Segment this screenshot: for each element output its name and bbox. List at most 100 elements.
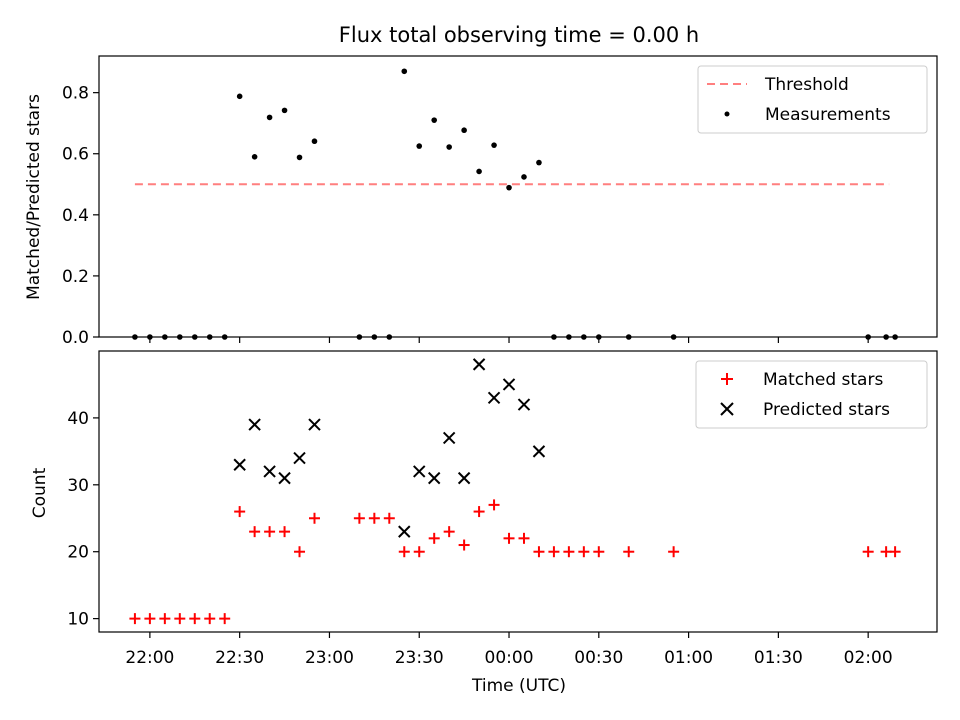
measurement-point	[581, 334, 587, 340]
predicted-star-point	[457, 471, 471, 485]
top-marks	[132, 68, 898, 340]
legend-predicted-swatch	[720, 402, 734, 416]
bottom-xtick-label: 02:00	[844, 648, 893, 668]
measurement-point	[191, 334, 198, 340]
matched-star-point	[159, 613, 171, 625]
measurement-point	[476, 168, 482, 175]
measurement-point	[551, 334, 557, 340]
measurement-point	[461, 127, 467, 134]
matched-star-point	[578, 546, 590, 558]
matched-star-point	[503, 532, 515, 544]
legend-matched-label: Matched stars	[763, 370, 883, 390]
matched-star-point	[458, 539, 470, 551]
measurement-point	[401, 68, 408, 75]
legend-matched-swatch	[721, 373, 733, 385]
matched-star-point	[443, 526, 455, 538]
measurement-point	[536, 159, 542, 166]
bottom-x-axis-label: Time (UTC)	[471, 676, 566, 696]
measurement-point	[625, 334, 632, 340]
measurement-point	[132, 334, 138, 340]
bottom-marks	[129, 358, 901, 625]
top-y-ticks: 0.0 0.2 0.4 0.6 0.8	[62, 84, 99, 348]
matched-star-point	[428, 532, 440, 544]
matched-star-point	[518, 532, 530, 544]
matched-star-point	[398, 546, 410, 558]
matched-star-point	[249, 526, 261, 538]
bottom-ytick-label: 30	[67, 476, 89, 496]
bottom-xtick-label: 23:30	[395, 648, 444, 668]
predicted-star-point	[248, 418, 261, 431]
predicted-star-point	[427, 471, 441, 485]
matched-star-point	[668, 546, 680, 558]
bottom-ytick-label: 20	[67, 543, 89, 563]
top-legend-box	[697, 65, 928, 134]
measurement-point	[386, 334, 393, 340]
matched-star-point	[234, 506, 246, 518]
bottom-panel: Count Time (UTC) 10 20 30 40 22:00 22:30 23:0…	[30, 350, 938, 696]
matched-star-point	[623, 546, 635, 558]
predicted-star-point	[472, 358, 486, 371]
predicted-star-point	[532, 445, 546, 458]
measurement-point	[206, 334, 213, 340]
matched-star-point	[488, 499, 500, 511]
matched-star-point	[862, 546, 874, 558]
matched-star-point	[473, 506, 485, 518]
top-chart-title: Flux total observing time = 0.00 h	[339, 23, 699, 47]
matched-star-point	[353, 512, 365, 524]
measurement-point	[281, 107, 288, 114]
matched-star-point	[308, 512, 320, 524]
bottom-y-axis-label: Count	[30, 467, 50, 518]
matched-star-point	[889, 546, 901, 558]
bottom-x-ticks: 22:00 22:30 23:00 23:30 00:00 00:30 01:00 01:30…	[125, 632, 893, 668]
bottom-legend-box	[695, 360, 928, 429]
legend-threshold-label: Threshold	[764, 75, 849, 95]
predicted-star-point	[442, 431, 456, 445]
measurement-point	[296, 154, 303, 161]
bottom-xtick-label: 00:30	[574, 648, 623, 668]
top-x-ticks	[149, 337, 869, 343]
predicted-star-point	[308, 418, 321, 431]
matched-star-point	[129, 613, 141, 625]
bottom-legend: Matched stars Predicted stars	[695, 360, 928, 429]
predicted-star-point	[502, 378, 516, 391]
matched-star-point	[144, 613, 156, 625]
top-y-axis-label: Matched/Predicted stars	[24, 94, 44, 300]
matched-star-point	[368, 512, 380, 524]
measurement-point	[356, 334, 363, 340]
measurement-point	[506, 184, 512, 191]
top-ytick-label: 0.4	[62, 206, 89, 226]
predicted-star-point	[398, 525, 411, 538]
top-legend: Threshold Measurements	[697, 65, 928, 134]
top-ytick-label: 0.0	[62, 328, 89, 348]
matched-star-point	[204, 613, 216, 625]
matched-star-point	[294, 546, 306, 558]
bottom-ytick-label: 40	[67, 409, 89, 429]
measurement-point	[311, 138, 318, 145]
matched-star-point	[548, 546, 560, 558]
matched-star-point	[264, 526, 276, 538]
predicted-star-point	[263, 465, 276, 478]
measurement-point	[251, 153, 258, 160]
measurement-point	[431, 117, 438, 123]
measurement-point	[266, 114, 273, 121]
matched-star-point	[383, 512, 395, 524]
top-ytick-label: 0.6	[62, 145, 89, 165]
measurement-point	[147, 334, 153, 340]
predicted-star-point	[278, 471, 291, 485]
matched-star-point	[413, 546, 425, 558]
legend-predicted-label: Predicted stars	[763, 400, 890, 420]
measurement-point	[521, 174, 527, 180]
predicted-star-point	[293, 451, 306, 465]
matched-star-point	[219, 613, 231, 625]
measurement-point	[670, 334, 677, 340]
legend-measurements-label: Measurements	[765, 105, 891, 125]
measurement-point	[566, 334, 572, 340]
measurement-point	[236, 93, 243, 100]
measurement-point	[177, 334, 183, 340]
predicted-star-point	[487, 391, 501, 405]
predicted-star-point	[233, 458, 246, 471]
bottom-xtick-label: 01:00	[664, 648, 713, 668]
bottom-xtick-label: 22:30	[215, 648, 264, 668]
measurement-point	[491, 142, 497, 148]
bottom-xtick-label: 22:00	[125, 648, 174, 668]
